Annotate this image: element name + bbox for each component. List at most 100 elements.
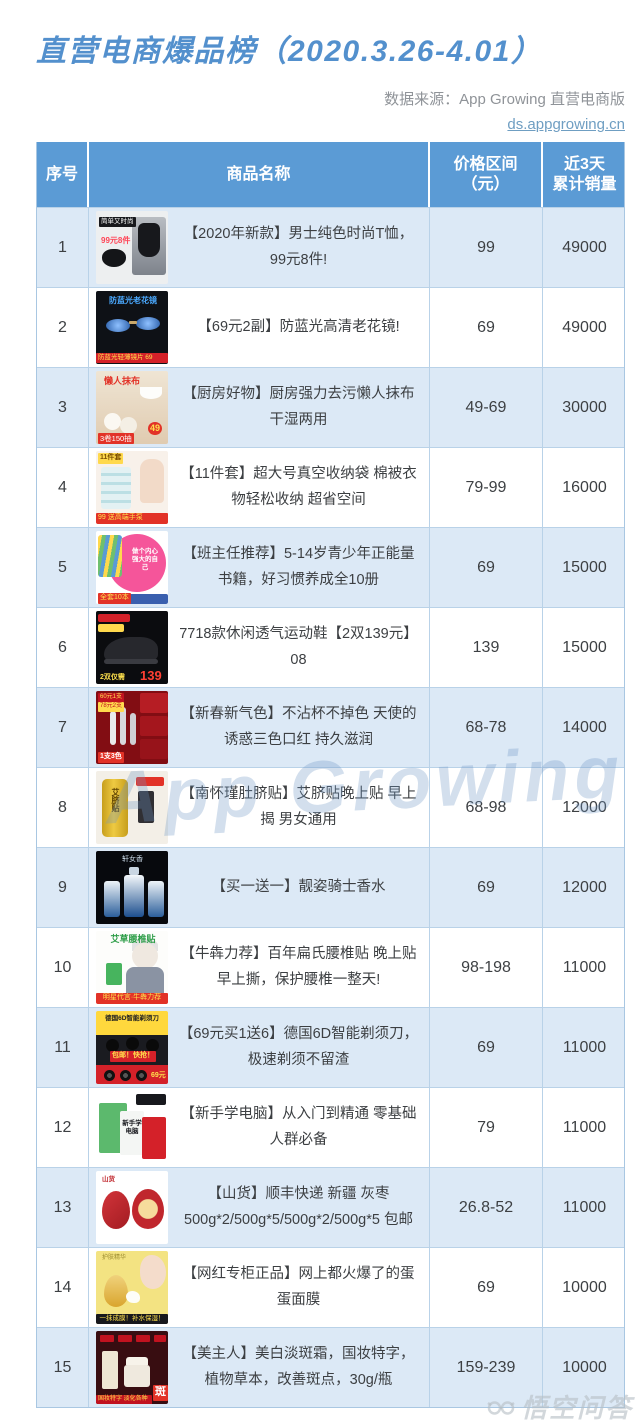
product-name: 【南怀瑾肚脐贴】艾脐贴晚上贴 早上揭 男女通用 [180,786,417,828]
sales-cell: 10000 [562,1358,607,1376]
cloth-roll-shape [120,417,137,434]
badge-shape [118,1335,132,1342]
table-row: 1 简单又时尚 99元8件 【2020年新款】男士纯色时尚T恤，99元8件! 99… [37,207,624,287]
price-cell: 139 [430,608,543,687]
product-thumbnail: 国妆特字 淡化各种斑 [96,1331,168,1404]
badge-shape [154,1335,166,1342]
cloth-roll-shape [104,413,121,430]
sales-cell: 10000 [562,1278,607,1296]
thumb-text: 78元2支 [98,702,125,712]
product-thumbnail: 艾草腰椎贴 明星代言·牛犇力荐 [96,931,168,1004]
wukong-glasses-icon [486,1395,516,1419]
price-cell: 69 [430,848,543,927]
box-shape [138,791,154,823]
sales-cell: 12000 [562,878,607,896]
price-cell: 99 [430,208,543,287]
product-cell: 国妆特字 淡化各种斑 【美主人】美白淡斑霜，国妆特字，植物草本，改善斑点，30g… [89,1328,430,1407]
product-thumbnail: 艾脐贴 [96,771,168,844]
product-name: 【班主任推荐】5-14岁青少年正能量书籍，好习惯养成全10册 [182,546,415,588]
sales-cell: 14000 [562,718,607,736]
lip-swatch-shape [140,739,168,759]
wukong-watermark-text: 悟空问答 [520,1393,633,1423]
cream-dollop-shape [126,1291,140,1303]
table-row: 11 德国6D智能剃须刀 包邮！快抢！ 69元 【69元买1送6】德国6D智能剃须刀… [37,1007,624,1087]
thumb-text: 2双仅需 [100,674,125,681]
rank-cell: 3 [37,368,89,447]
thumb-text: 做个内心 强大的自己 [132,548,158,572]
header-price-range: 价格区间 （元） [430,142,543,207]
rank-number: 9 [58,878,67,896]
price-cell: 69 [430,1248,543,1327]
red-book-shape [142,1117,166,1159]
product-thumbnail: 懒人抹布 3卷150抽 49 [96,371,168,444]
thumb-text: 艾脐贴 [111,788,120,812]
thumb-text: 1支3色 [98,752,124,763]
thumb-text: 防蓝光老花镜 [109,296,157,305]
lip-swatch-shape [140,693,168,713]
table-header-row: 序号 商品名称 价格区间 （元） 近3天 累计销量 [37,142,624,207]
product-name: 【新手学电脑】从入门到精通 零基础人群必备 [180,1106,417,1148]
product-name: 【69元买1送6】德国6D智能剃须刀，极速剃须不留渣 [178,1026,419,1068]
price-cell: 69 [430,288,543,367]
books-fan-shape [98,535,122,577]
price-cell: 69 [430,1008,543,1087]
bottle-cap-shape [129,867,139,875]
rank-cell: 15 [37,1328,89,1407]
rank-number: 6 [58,638,67,656]
razor-head-shape [126,1037,139,1050]
product-name: 【山货】顺丰快递 新疆 灰枣 500g*2/500g*5/500g*2/500g… [184,1186,413,1228]
spokesman-face-shape [132,943,158,969]
product-thumbnail: 简单又时尚 99元8件 [96,211,168,284]
thumb-text: 60元1支 [98,693,125,703]
rank-number: 7 [58,718,67,736]
thumb-text: 新手学电脑 [122,1120,142,1136]
header-product-name-label: 商品名称 [226,165,291,183]
product-name: 【新春新气色】不沾杯不掉色 天使的诱惑三色口红 持久滋润 [180,706,417,748]
thumb-text: 11件套 [98,453,124,464]
sneaker-shape [104,637,158,661]
perfume-bottle-shape [104,881,120,917]
table-row: 12 新手学电脑 【新手学电脑】从入门到精通 零基础人群必备 79 11000 [37,1087,624,1167]
data-source-label: 数据来源：App Growing 直营电商版 [384,91,625,108]
product-thumbnail: 新手学电脑 [96,1091,168,1164]
header-sales: 近3天 累计销量 [552,155,617,193]
thumb-text: 49 [148,422,163,436]
rank-number: 4 [58,478,67,496]
sales-cell: 12000 [562,798,607,816]
rank-cell: 11 [37,1008,89,1087]
lipstick-tube-shape [110,711,116,745]
product-cell: 60元1支 78元2支 1支3色 【新春新气色】不沾杯不掉色 天使的诱惑三色口红 持… [89,688,430,767]
face-shape [140,1255,166,1289]
product-name: 【网红专柜正品】网上都火爆了的蛋蛋面膜 [182,1266,415,1308]
table-row: 9 轩女香 【买一送一】靓姿骑士香水 69 12000 [37,847,624,927]
source-link[interactable]: ds.appgrowing.cn [507,116,625,133]
perfume-bottle-shape [124,875,144,917]
thumb-text: 一抹成膜！补水保湿！ [96,1314,168,1324]
razor-head-shape [106,1039,119,1052]
rank-number: 5 [58,558,67,576]
table-row: 2 防蓝光老花镜 防蓝光轻薄镜片 69 【69元2副】防蓝光高清老花镜! 69 4… [37,287,624,367]
product-name: 7718款休闲透气运动鞋【2双139元】08 [179,626,418,668]
badge-shape [136,1335,150,1342]
product-cell: 德国6D智能剃须刀 包邮！快抢！ 69元 【69元买1送6】德国6D智能剃须刀，极速… [89,1008,430,1087]
thumb-text: 69元 [151,1072,166,1079]
price-cell: 159-239 [430,1328,543,1407]
thumb-text: 包邮！快抢！ [110,1051,156,1062]
rank-cell: 1 [37,208,89,287]
lipstick-tube-shape [120,707,126,745]
product-thumbnail: 德国6D智能剃须刀 包邮！快抢！ 69元 [96,1011,168,1084]
thumb-text: 99 送高端手泵 [96,513,168,524]
sales-cell: 30000 [562,398,607,416]
rank-number: 3 [58,398,67,416]
sales-cell: 15000 [562,638,607,656]
model-photo-shape [140,459,164,503]
header-rank: 序号 [37,142,89,207]
rank-cell: 5 [37,528,89,607]
report-container: 直营电商爆品榜（2020.3.26-4.01） 数据来源：App Growing… [36,26,625,1408]
sales-cell: 16000 [562,478,607,496]
rank-cell: 7 [37,688,89,767]
product-cell: 护肤精华 一抹成膜！补水保湿！ 【网红专柜正品】网上都火爆了的蛋蛋面膜 [89,1248,430,1327]
thumb-text: 全套10本 [98,593,131,604]
egg-bottle-shape [104,1275,128,1307]
thumb-text: 国妆特字 淡化各种 [96,1395,152,1404]
